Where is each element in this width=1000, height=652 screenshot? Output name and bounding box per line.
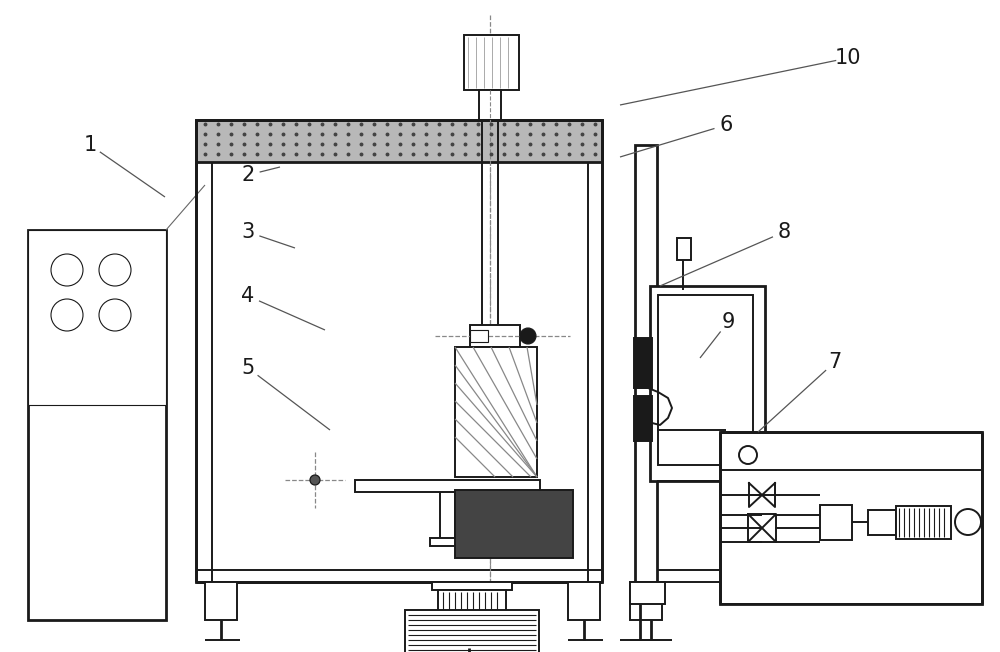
Circle shape bbox=[310, 475, 320, 485]
Bar bbox=[630, 582, 665, 604]
Circle shape bbox=[520, 328, 536, 344]
Bar bbox=[28, 230, 166, 405]
Circle shape bbox=[51, 299, 83, 331]
Text: 1: 1 bbox=[83, 135, 97, 155]
Bar bbox=[470, 330, 488, 342]
Bar bbox=[455, 490, 573, 558]
Bar bbox=[568, 582, 600, 620]
Bar bbox=[430, 648, 514, 652]
Bar bbox=[630, 582, 662, 620]
Text: 2: 2 bbox=[241, 165, 255, 185]
Text: 3: 3 bbox=[241, 222, 255, 242]
Bar bbox=[28, 230, 166, 620]
Circle shape bbox=[955, 509, 981, 535]
Bar bbox=[720, 432, 982, 604]
Bar bbox=[479, 90, 501, 120]
Bar bbox=[896, 506, 951, 539]
Bar bbox=[634, 338, 652, 388]
Bar bbox=[634, 396, 652, 441]
Text: 6: 6 bbox=[719, 115, 733, 135]
Bar bbox=[635, 145, 657, 585]
Bar bbox=[438, 590, 506, 648]
Circle shape bbox=[51, 254, 83, 286]
Text: 5: 5 bbox=[241, 358, 255, 378]
Circle shape bbox=[99, 299, 131, 331]
Circle shape bbox=[99, 254, 131, 286]
Text: 4: 4 bbox=[241, 286, 255, 306]
Bar bbox=[196, 120, 602, 162]
Bar bbox=[430, 538, 470, 546]
Bar bbox=[658, 295, 753, 465]
Bar bbox=[205, 582, 237, 620]
Bar bbox=[464, 35, 519, 90]
Bar bbox=[820, 505, 852, 540]
Bar bbox=[868, 510, 896, 535]
Circle shape bbox=[739, 446, 757, 464]
Bar bbox=[355, 480, 540, 492]
Text: 8: 8 bbox=[777, 222, 791, 242]
Text: 9: 9 bbox=[721, 312, 735, 332]
Bar bbox=[455, 347, 537, 477]
Bar bbox=[432, 582, 512, 590]
Bar bbox=[650, 286, 765, 481]
Bar bbox=[196, 120, 602, 582]
Text: 7: 7 bbox=[828, 352, 842, 372]
Text: 10: 10 bbox=[835, 48, 861, 68]
Bar bbox=[677, 238, 691, 260]
Bar bbox=[470, 325, 520, 347]
Bar bbox=[405, 610, 539, 652]
